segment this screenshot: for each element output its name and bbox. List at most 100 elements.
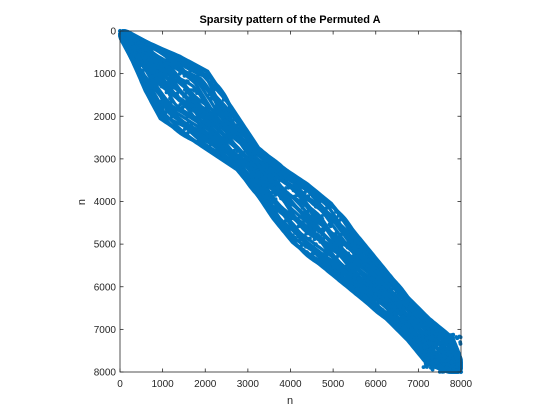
nonzero-point — [390, 317, 394, 322]
nonzero-point-corner-block — [448, 340, 452, 344]
nonzero-point — [267, 175, 272, 179]
nonzero-point — [272, 172, 277, 177]
nonzero-point — [138, 63, 143, 68]
nonzero-point — [176, 61, 181, 66]
nonzero-point — [430, 328, 435, 333]
nonzero-point — [245, 135, 250, 140]
nonzero-point — [283, 174, 288, 178]
nonzero-point — [189, 122, 194, 127]
nonzero-point — [208, 96, 212, 101]
nonzero-point — [304, 232, 309, 236]
nonzero-point — [404, 316, 408, 321]
nonzero-point — [413, 332, 418, 337]
nonzero-point — [216, 126, 221, 131]
nonzero-point — [280, 226, 284, 231]
nonzero-point — [168, 56, 172, 60]
nonzero-point — [380, 285, 385, 290]
nonzero-point — [327, 222, 332, 227]
nonzero-point — [234, 127, 239, 131]
nonzero-point — [225, 159, 230, 164]
nonzero-point — [308, 226, 313, 231]
nonzero-point — [206, 122, 210, 127]
nonzero-point — [296, 193, 301, 198]
nonzero-point — [362, 275, 367, 280]
nonzero-point — [362, 295, 367, 300]
nonzero-point — [172, 80, 177, 84]
nonzero-point — [423, 316, 427, 320]
nonzero-point — [268, 166, 273, 171]
nonzero-point — [332, 237, 336, 242]
nonzero-point — [390, 320, 394, 325]
nonzero-point — [398, 311, 402, 316]
nonzero-point — [349, 258, 354, 263]
nonzero-point — [321, 256, 325, 261]
nonzero-point-corner-block — [422, 345, 427, 350]
nonzero-point — [229, 123, 234, 128]
nonzero-point — [281, 192, 285, 197]
nonzero-point — [262, 198, 267, 203]
nonzero-point — [273, 176, 278, 181]
nonzero-point — [148, 62, 152, 66]
nonzero-point-corner-block — [436, 349, 440, 354]
nonzero-point — [165, 81, 169, 85]
nonzero-point-corner-block — [453, 354, 458, 359]
nonzero-point-corner-block — [430, 354, 435, 359]
nonzero-point — [217, 143, 221, 148]
nonzero-point — [278, 176, 283, 180]
nonzero-point — [349, 239, 354, 244]
nonzero-point — [398, 328, 402, 333]
nonzero-point — [235, 149, 240, 154]
nonzero-point — [143, 60, 148, 65]
nonzero-point — [408, 340, 413, 345]
nonzero-point — [392, 292, 397, 297]
nonzero-point — [301, 235, 306, 239]
nonzero-point — [367, 302, 372, 307]
nonzero-point — [166, 50, 171, 55]
nonzero-point — [259, 153, 263, 158]
nonzero-point — [132, 48, 137, 52]
nonzero-point-corner-block — [445, 346, 450, 351]
nonzero-point — [276, 180, 281, 185]
nonzero-point — [141, 68, 146, 73]
nonzero-point — [284, 186, 288, 190]
nonzero-point — [162, 73, 166, 78]
nonzero-point — [381, 299, 386, 303]
x-tick-label: 5000 — [322, 379, 345, 390]
y-tick-label: 3000 — [94, 154, 117, 165]
nonzero-point — [223, 118, 227, 123]
x-tick-label: 0 — [117, 379, 123, 390]
nonzero-point — [305, 209, 310, 214]
nonzero-point — [383, 270, 388, 275]
nonzero-point — [232, 117, 236, 122]
nonzero-point — [128, 39, 133, 44]
nonzero-point-corner-block — [436, 356, 441, 361]
nonzero-point — [325, 252, 329, 257]
nonzero-point — [289, 216, 294, 221]
nonzero-point — [376, 301, 380, 306]
nonzero-point — [385, 277, 390, 282]
nonzero-point — [214, 100, 219, 105]
nonzero-point-corner-block — [435, 360, 439, 365]
nonzero-point — [190, 129, 194, 133]
nonzero-point — [261, 180, 266, 184]
nonzero-point — [191, 103, 196, 108]
nonzero-point — [389, 288, 394, 292]
nonzero-point — [213, 143, 218, 148]
nonzero-point — [367, 264, 372, 269]
nonzero-point — [271, 206, 276, 211]
nonzero-point — [186, 102, 191, 107]
nonzero-point — [301, 247, 305, 252]
nonzero-point — [370, 254, 374, 259]
nonzero-point — [414, 305, 419, 310]
nonzero-point — [215, 122, 220, 126]
nonzero-point — [249, 174, 254, 179]
nonzero-point — [394, 297, 399, 302]
nonzero-point — [147, 71, 152, 76]
nonzero-point-corner-block — [444, 338, 448, 343]
nonzero-point — [378, 298, 382, 303]
nonzero-point — [336, 214, 341, 218]
nonzero-point — [409, 326, 414, 331]
nonzero-point — [346, 240, 351, 245]
nonzero-point — [352, 245, 357, 250]
nonzero-point — [264, 155, 268, 159]
